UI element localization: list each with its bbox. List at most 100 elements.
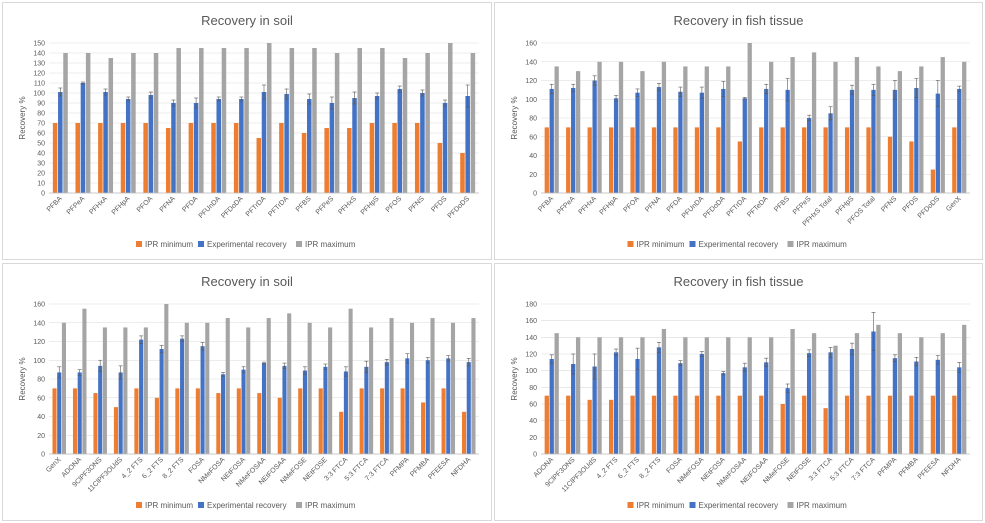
bar-min: [651, 127, 657, 193]
legend-label: Experimental recovery: [207, 501, 287, 510]
bar-max: [199, 48, 204, 193]
y-tick-label: 0: [41, 191, 45, 198]
bar-min: [359, 388, 364, 454]
bar-min: [587, 127, 592, 193]
bar-min: [823, 127, 828, 193]
bar-max: [640, 71, 645, 193]
legend-label: Experimental recovery: [699, 501, 779, 510]
bar-max: [184, 322, 189, 454]
x-tick-label: PFHxS: [337, 195, 358, 216]
y-tick-label: 30: [37, 161, 45, 168]
x-tick-label: PFNS: [880, 195, 898, 213]
bar-max: [575, 71, 581, 193]
bar-exp: [592, 80, 597, 193]
bar-max: [833, 61, 838, 193]
bar-min: [952, 395, 957, 454]
bar-max: [597, 61, 602, 193]
bar-exp: [785, 388, 790, 454]
y-tick-label: 100: [525, 97, 537, 104]
bar-exp: [282, 365, 287, 454]
y-tick-label: 0: [533, 452, 537, 459]
bar-max: [790, 57, 795, 193]
bar-min: [113, 407, 119, 454]
bar-max: [597, 337, 602, 454]
chart-panel-soil-2: Recovery in soil 0 20 40 60 80 100 120 140 160 Rec…: [2, 263, 492, 521]
bar-min: [780, 127, 785, 193]
bar-max: [683, 66, 688, 193]
x-tick-label: PFTrDA: [245, 195, 268, 218]
bar-max: [470, 53, 476, 193]
bar-min: [887, 395, 893, 454]
bar-min: [460, 153, 465, 193]
bar-max: [554, 333, 559, 454]
bar-exp: [828, 352, 833, 454]
bar-min: [716, 127, 721, 193]
bar-exp: [935, 93, 940, 193]
bar-exp: [635, 359, 640, 454]
bar-max: [876, 324, 881, 454]
bar-max: [919, 337, 924, 454]
x-tick-label: PFPeS: [792, 195, 813, 216]
legend-swatch-exp: [689, 502, 696, 508]
bar-exp: [678, 363, 683, 454]
bar-min: [887, 136, 893, 193]
bar-exp: [935, 359, 940, 454]
x-tick-label: PFDoDA: [702, 195, 727, 220]
y-tick-label: 120: [525, 78, 537, 85]
chart-svg: Recovery in fish tissue 0 20 40 60 80 100 120 14…: [510, 274, 970, 510]
bar-min: [694, 395, 700, 454]
y-tick-label: 120: [33, 339, 45, 346]
bar-min: [716, 395, 721, 454]
x-tick-label: PFOS: [385, 195, 404, 214]
bar-max: [962, 61, 967, 193]
bar-max: [244, 48, 249, 193]
y-axis-label: Recovery %: [18, 96, 27, 139]
bar-exp: [77, 372, 82, 454]
bar-exp: [261, 363, 267, 454]
y-tick-label: 150: [33, 41, 45, 48]
legend-label: IPR maximum: [305, 240, 356, 249]
bar-min: [195, 388, 200, 454]
bar-exp: [261, 92, 267, 193]
bar-min: [441, 388, 446, 454]
bar-exp: [764, 88, 769, 193]
x-tick-label: GenX: [45, 456, 63, 474]
bar-min: [462, 411, 467, 454]
bar-min: [98, 123, 103, 193]
bar-max: [380, 48, 385, 193]
x-tick-label: PFMPA: [877, 456, 899, 478]
bar-min: [544, 395, 549, 454]
bar-exp: [329, 103, 335, 193]
bar-exp: [239, 99, 244, 193]
bar-min: [216, 393, 221, 454]
bar-min: [673, 395, 678, 454]
bar-exp: [216, 99, 221, 193]
bar-min: [587, 399, 592, 454]
bar-exp: [343, 371, 348, 454]
bar-min: [211, 123, 216, 193]
bar-exp: [592, 366, 597, 454]
y-tick-label: 100: [525, 368, 537, 375]
x-tick-label: PFOA: [623, 195, 642, 214]
bar-exp: [914, 88, 919, 193]
bar-max: [102, 327, 107, 454]
y-tick-label: 40: [529, 153, 537, 160]
bar-min: [75, 123, 81, 193]
bar-exp: [80, 83, 86, 193]
y-tick-label: 110: [34, 81, 45, 88]
bar-min: [930, 169, 936, 193]
bar-min: [544, 127, 549, 193]
x-tick-label: PFPeS: [315, 195, 336, 216]
y-tick-label: 0: [533, 191, 537, 198]
bar-exp: [957, 367, 962, 454]
bar-min: [630, 127, 635, 193]
x-tick-label: PFDA: [181, 195, 199, 213]
x-tick-label: PFUnDA: [681, 195, 706, 220]
bar-exp: [241, 369, 246, 454]
bar-min: [279, 123, 284, 193]
bar-max: [661, 61, 667, 193]
y-tick-label: 10: [37, 181, 45, 188]
bar-max: [143, 327, 148, 454]
bar-max: [897, 333, 903, 454]
x-tick-label: PFHpA: [111, 195, 132, 216]
